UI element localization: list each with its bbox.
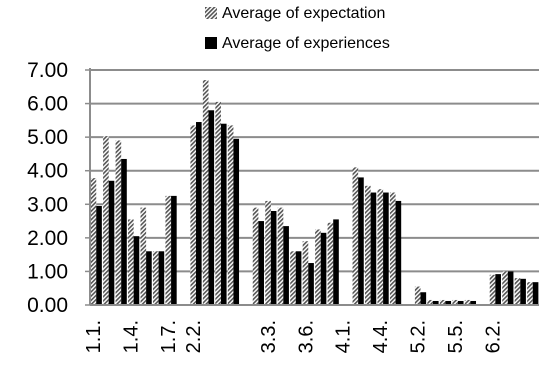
- bar-experiences: [208, 110, 215, 306]
- bar-expectation: [489, 274, 496, 305]
- bar-expectation: [290, 251, 296, 305]
- bar-experiences: [370, 192, 377, 305]
- bar-expectation: [327, 222, 334, 305]
- bar-experiences: [146, 251, 152, 305]
- bar-expectation: [202, 80, 209, 305]
- bar-expectation: [414, 286, 421, 305]
- bar-expectation: [302, 241, 309, 305]
- bar-experiences: [283, 226, 289, 305]
- bar-experiences: [158, 251, 165, 305]
- y-tick-label: 6.00: [27, 93, 68, 116]
- x-tick-label: 4.1.: [333, 320, 355, 353]
- bar-experiences: [333, 219, 339, 305]
- bar-experiences: [432, 300, 439, 305]
- legend-swatch: [205, 37, 217, 49]
- bar-expectation: [190, 125, 197, 306]
- bar-experiences: [507, 271, 514, 305]
- bar-experiences: [420, 292, 427, 305]
- bar-expectation: [128, 219, 134, 305]
- x-tick-label: 2.2.: [183, 320, 205, 353]
- bar-expectation: [103, 136, 109, 305]
- bar-expectation: [365, 185, 371, 305]
- y-tick-label: 1.00: [27, 260, 68, 283]
- bar-expectation: [464, 299, 471, 305]
- bar-experiences: [358, 177, 364, 305]
- bar-expectation: [452, 299, 458, 305]
- bar-expectation: [315, 229, 321, 305]
- bar-expectation: [389, 192, 396, 305]
- bar-experiences: [495, 274, 501, 305]
- bar-experiences: [270, 211, 277, 305]
- bar-experiences: [258, 221, 264, 305]
- bar-expectation: [514, 278, 521, 305]
- bar-expectation: [227, 125, 234, 306]
- bar-expectation: [277, 207, 284, 305]
- bar-expectation: [527, 282, 533, 305]
- axes: 0.00 1.00 2.00 3.00 4.00 5.00 6.00 7.00 1.1. 1.4.…: [27, 59, 539, 353]
- bar-experiences: [96, 205, 102, 305]
- bar-experiences: [108, 180, 115, 305]
- x-tick-label: 5.5.: [445, 320, 467, 353]
- bar-experiences: [308, 263, 314, 305]
- bar-experiences: [121, 158, 127, 305]
- bar-expectation: [252, 207, 259, 305]
- bar-experiences: [520, 278, 526, 305]
- bars: [90, 80, 539, 306]
- bar-expectation: [427, 299, 433, 305]
- x-tick-label: 1.7.: [158, 320, 180, 353]
- x-tick-label: 1.1.: [83, 320, 105, 353]
- y-tick-label: 2.00: [27, 227, 68, 250]
- bar-expectation: [152, 251, 159, 305]
- bar-experiences: [457, 300, 464, 305]
- bar-expectation: [140, 207, 147, 305]
- grid-lines: [90, 69, 539, 273]
- bar-experiences: [532, 282, 539, 305]
- x-tick-label: 3.3.: [258, 320, 280, 353]
- legend-label: Average of experiences: [222, 35, 390, 52]
- legend-label: Average of expectation: [222, 5, 385, 22]
- bar-expectation: [439, 299, 446, 305]
- legend-item-experiences: Average of experiences: [205, 35, 390, 52]
- bar-experiences: [395, 200, 402, 305]
- y-tick-label: 5.00: [27, 126, 68, 149]
- bar-experiences: [445, 300, 452, 305]
- bar-experiences: [295, 251, 302, 305]
- y-tick-label: 3.00: [27, 193, 68, 216]
- bar-expectation: [115, 140, 122, 305]
- x-tick-label: 4.4.: [370, 320, 392, 353]
- bar-expectation: [215, 101, 221, 306]
- x-tick-label: 1.4.: [121, 320, 143, 353]
- bar-expectation: [265, 200, 271, 305]
- bar-expectation: [352, 167, 359, 305]
- bar-experiences: [171, 195, 177, 305]
- x-tick-label: 3.6.: [295, 320, 317, 353]
- y-tick-label: 4.00: [27, 160, 68, 183]
- bar-expectation: [377, 189, 384, 305]
- bar-expectation: [90, 178, 97, 305]
- bar-experiences: [220, 123, 227, 305]
- x-tick-label: 6.2.: [482, 320, 504, 353]
- bar-experiences: [233, 138, 240, 305]
- legend-swatch: [205, 7, 217, 19]
- y-tick-label: 0.00: [27, 294, 68, 317]
- bar-expectation: [165, 195, 172, 305]
- bar-experiences: [383, 192, 389, 305]
- bar-experiences: [470, 300, 477, 305]
- bar-experiences: [133, 236, 140, 305]
- x-tick-label: 5.2.: [408, 320, 430, 353]
- bar-experiences: [196, 122, 202, 306]
- legend: Average of expectation Average of experie…: [205, 5, 390, 52]
- bar-expectation: [502, 271, 508, 305]
- bar-experiences: [320, 232, 327, 305]
- legend-item-expectation: Average of expectation: [205, 5, 385, 22]
- y-tick-label: 7.00: [27, 59, 68, 82]
